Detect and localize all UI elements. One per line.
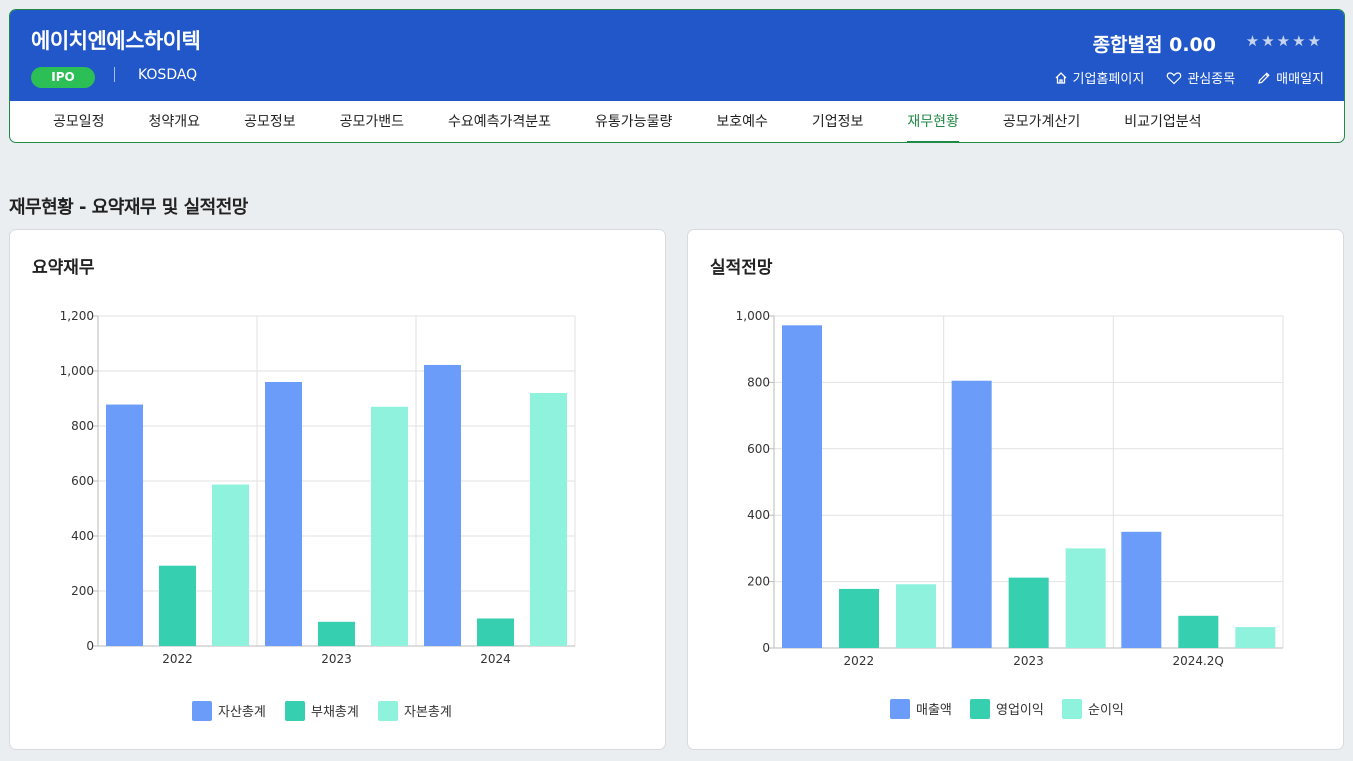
bar[interactable] [1121, 531, 1162, 648]
legend-swatch[interactable] [970, 699, 990, 719]
y-tick-label: 1,000 [60, 364, 94, 378]
watchlist-link[interactable]: 관심종목 [1166, 68, 1235, 87]
tab-bar: 공모일정 청약개요 공모정보 공모가밴드 수요예측가격분포 유통가능물량 보호예… [10, 101, 1344, 142]
legend-swatch[interactable] [1062, 699, 1082, 719]
earnings-outlook-card: 실적전망 0 200 400 600 800 1,000 2022 2023 2024.2Q 매출… [687, 229, 1344, 750]
trading-journal-link-label: 매매일지 [1276, 72, 1324, 87]
bar[interactable] [159, 565, 196, 646]
header-links: 기업홈페이지 관심종목 매매일지 [1054, 68, 1324, 87]
ipo-badge: IPO [31, 67, 95, 88]
y-tick-label: 800 [71, 419, 94, 433]
legend-label[interactable]: 부채총계 [311, 705, 359, 720]
x-tick-label: 2024 [480, 652, 511, 666]
tab-offering-schedule[interactable]: 공모일정 [53, 114, 105, 130]
tab-price-calculator[interactable]: 공모가계산기 [1002, 114, 1081, 130]
y-tick-label: 1,000 [736, 309, 770, 323]
company-hero: 에이치엔에스하이텍 IPO KOSDAQ 종합별점 0.00 ★★★★★ 기업홈… [10, 10, 1344, 101]
bar[interactable] [1065, 548, 1106, 648]
tab-subscription-overview[interactable]: 청약개요 [148, 114, 201, 130]
bar[interactable] [839, 588, 879, 648]
ipo-header: 에이치엔에스하이텍 IPO KOSDAQ 종합별점 0.00 ★★★★★ 기업홈… [9, 9, 1345, 143]
y-tick-label: 600 [747, 442, 770, 456]
y-tick-label: 1,200 [60, 309, 94, 323]
bar[interactable] [1235, 627, 1276, 648]
y-tick-label: 400 [747, 508, 770, 522]
home-icon [1054, 71, 1068, 85]
x-tick-label: 2024.2Q [1172, 654, 1223, 668]
legend-swatch[interactable] [378, 701, 398, 721]
legend-label[interactable]: 자본총계 [404, 705, 452, 720]
x-tick-label: 2022 [162, 652, 193, 666]
tab-float-shares[interactable]: 유통가능물량 [595, 114, 673, 130]
homepage-link[interactable]: 기업홈페이지 [1054, 68, 1145, 87]
bar[interactable] [424, 364, 461, 646]
bar[interactable] [782, 325, 822, 648]
y-tick-label: 800 [747, 375, 770, 389]
x-tick-label: 2023 [321, 652, 352, 666]
overall-rating: 종합별점 0.00 [1092, 34, 1216, 56]
summary-financials-card: 요약재무 0 200 400 600 800 1,000 1,200 2022 2023 2024… [9, 229, 666, 750]
earnings-outlook-chart: 0 200 400 600 800 1,000 2022 2023 2024.2Q 매출액 영업이익… [736, 309, 1284, 719]
section-title: 재무현황 - 요약재무 및 실적전망 [9, 197, 248, 218]
bar[interactable] [1008, 577, 1049, 648]
trading-journal-link[interactable]: 매매일지 [1257, 68, 1324, 87]
y-tick-label: 0 [762, 641, 770, 655]
y-tick-label: 200 [71, 584, 94, 598]
bar[interactable] [371, 406, 408, 646]
bar[interactable] [106, 404, 143, 646]
homepage-link-label: 기업홈페이지 [1072, 72, 1145, 87]
bar[interactable] [951, 380, 992, 648]
summary-financials-chart: 0 200 400 600 800 1,000 1,200 2022 2023 2024 자산총계 부… [60, 309, 576, 721]
tab-demand-forecast[interactable]: 수요예측가격분포 [448, 114, 552, 130]
chart-title: 요약재무 [32, 258, 95, 278]
bar[interactable] [265, 382, 302, 646]
y-tick-label: 0 [86, 639, 94, 653]
legend-label[interactable]: 영업이익 [996, 703, 1044, 718]
y-tick-label: 600 [71, 474, 94, 488]
rating-stars[interactable]: ★★★★★ [1245, 32, 1323, 50]
y-tick-label: 400 [71, 529, 94, 543]
legend-label[interactable]: 자산총계 [218, 705, 266, 720]
bar[interactable] [896, 584, 936, 648]
tab-lockup[interactable]: 보호예수 [716, 114, 768, 130]
bar[interactable] [477, 618, 514, 647]
legend-label[interactable]: 순이익 [1088, 703, 1124, 718]
bar[interactable] [1178, 615, 1219, 648]
tab-financials[interactable]: 재무현황 [885, 101, 981, 142]
x-tick-label: 2022 [844, 654, 875, 668]
bar[interactable] [318, 621, 355, 646]
legend-swatch[interactable] [890, 699, 910, 719]
legend-swatch[interactable] [192, 701, 212, 721]
legend-swatch[interactable] [285, 701, 305, 721]
divider [114, 67, 115, 82]
tab-peer-analysis[interactable]: 비교기업분석 [1124, 114, 1202, 130]
y-tick-label: 200 [747, 575, 770, 589]
bar[interactable] [530, 393, 567, 646]
tab-offering-info[interactable]: 공모정보 [244, 114, 296, 130]
pencil-icon [1257, 71, 1271, 85]
market-label: KOSDAQ [138, 67, 198, 83]
x-tick-label: 2023 [1013, 654, 1044, 668]
heart-icon [1166, 71, 1182, 85]
tab-price-band[interactable]: 공모가밴드 [339, 114, 404, 130]
watchlist-link-label: 관심종목 [1187, 72, 1236, 87]
bar[interactable] [212, 484, 249, 646]
chart-title: 실적전망 [710, 258, 773, 278]
tab-company-info[interactable]: 기업정보 [811, 114, 864, 130]
legend-label[interactable]: 매출액 [916, 703, 952, 718]
company-name: 에이치엔에스하이텍 [31, 29, 201, 53]
